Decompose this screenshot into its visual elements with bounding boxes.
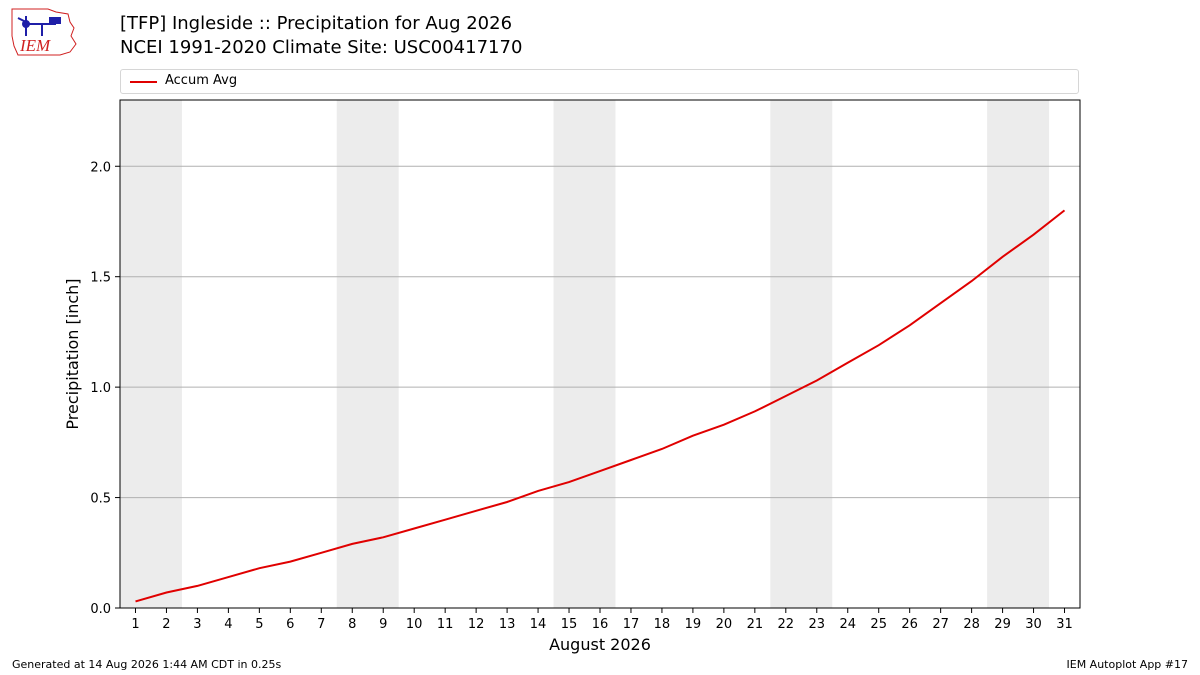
x-tick-label: 26 bbox=[901, 617, 918, 632]
weekend-band bbox=[553, 100, 616, 608]
app-credit: IEM Autoplot App #17 bbox=[1066, 658, 1189, 671]
x-tick-label: 4 bbox=[224, 617, 232, 632]
x-tick-label: 29 bbox=[994, 617, 1011, 632]
legend-label-accum-avg: Accum Avg bbox=[165, 73, 238, 88]
x-tick-label: 25 bbox=[870, 617, 887, 632]
x-tick-label: 24 bbox=[839, 617, 856, 632]
series-line-accum-avg bbox=[135, 209, 1066, 603]
y-tick-label: 1.5 bbox=[90, 271, 111, 286]
weekend-band bbox=[770, 100, 833, 608]
x-axis-label: August 2026 bbox=[549, 635, 651, 654]
x-tick-label: 16 bbox=[592, 617, 609, 632]
generated-timestamp: Generated at 14 Aug 2026 1:44 AM CDT in … bbox=[12, 658, 282, 671]
x-tick-label: 11 bbox=[437, 617, 454, 632]
weekend-band bbox=[120, 100, 182, 608]
x-tick-label: 31 bbox=[1056, 617, 1073, 632]
x-tick-label: 23 bbox=[809, 617, 826, 632]
x-tick-label: 10 bbox=[406, 617, 423, 632]
x-tick-label: 19 bbox=[685, 617, 702, 632]
x-tick-label: 3 bbox=[193, 617, 201, 632]
x-tick-label: 27 bbox=[932, 617, 949, 632]
weekend-band bbox=[336, 100, 399, 608]
x-tick-label: 6 bbox=[286, 617, 294, 632]
x-tick-label: 20 bbox=[716, 617, 733, 632]
x-tick-label: 21 bbox=[747, 617, 764, 632]
x-tick-label: 9 bbox=[379, 617, 387, 632]
x-tick-label: 17 bbox=[623, 617, 640, 632]
y-tick-label: 0.0 bbox=[90, 602, 111, 617]
iem-logo: IEM bbox=[11, 8, 77, 56]
x-tick-label: 8 bbox=[348, 617, 356, 632]
legend-swatch-accum-avg bbox=[130, 81, 157, 83]
x-tick-label: 2 bbox=[162, 617, 170, 632]
y-axis-label: Precipitation [inch] bbox=[63, 278, 82, 429]
logo-text: IEM bbox=[19, 36, 51, 55]
x-tick-label: 1 bbox=[131, 617, 139, 632]
x-tick-label: 5 bbox=[255, 617, 263, 632]
chart-title: [TFP] Ingleside :: Precipitation for Aug… bbox=[120, 13, 513, 34]
x-tick-label: 30 bbox=[1025, 617, 1042, 632]
y-tick-label: 0.5 bbox=[90, 492, 111, 507]
x-tick-label: 18 bbox=[654, 617, 671, 632]
x-tick-label: 22 bbox=[778, 617, 795, 632]
x-tick-label: 15 bbox=[561, 617, 578, 632]
x-tick-label: 14 bbox=[530, 617, 547, 632]
y-tick-label: 2.0 bbox=[90, 160, 111, 175]
x-tick-label: 7 bbox=[317, 617, 325, 632]
weekend-band bbox=[987, 100, 1050, 608]
x-tick-label: 13 bbox=[499, 617, 516, 632]
y-tick-label: 1.0 bbox=[90, 381, 111, 396]
x-tick-label: 28 bbox=[963, 617, 980, 632]
legend: Accum Avg bbox=[120, 69, 1079, 94]
chart-subtitle: NCEI 1991-2020 Climate Site: USC00417170 bbox=[120, 37, 523, 58]
x-tick-label: 12 bbox=[468, 617, 485, 632]
